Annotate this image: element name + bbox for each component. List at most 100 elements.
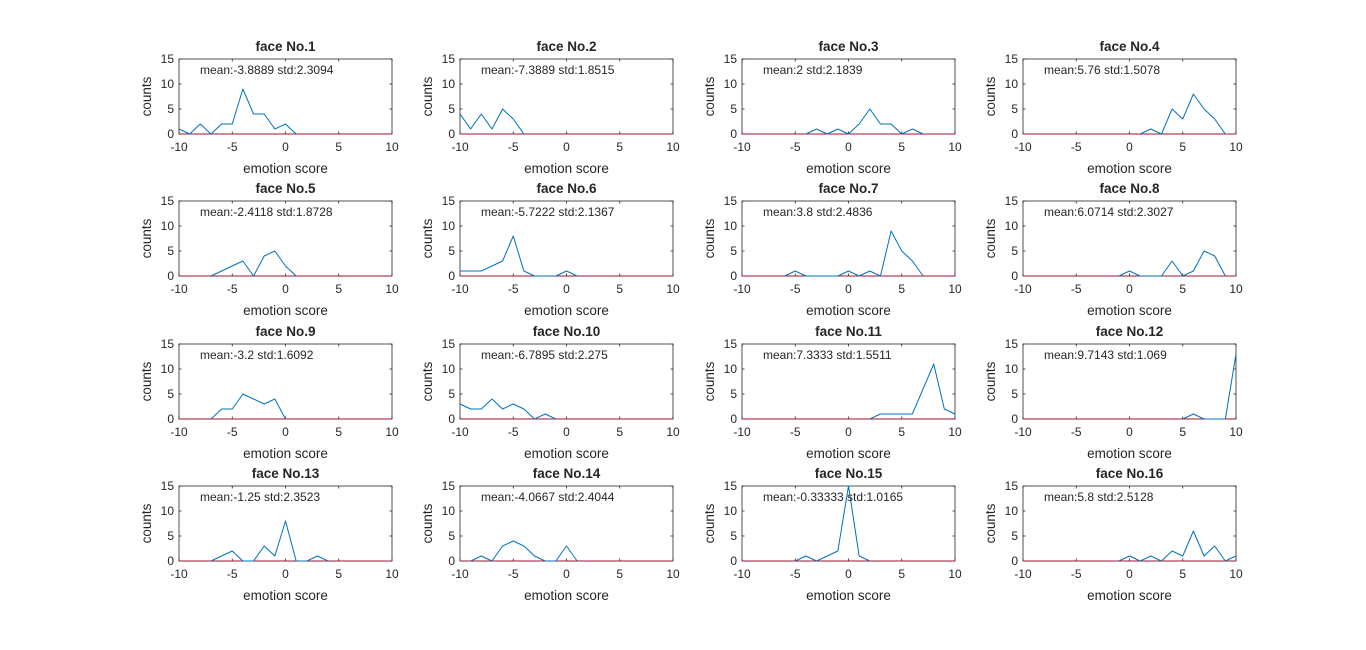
y-tick-label: 15 bbox=[724, 52, 738, 66]
x-tick-label: -5 bbox=[508, 140, 519, 154]
chart-title: face No.10 bbox=[533, 324, 601, 339]
x-tick-label: -10 bbox=[733, 425, 751, 439]
y-tick-label: 10 bbox=[724, 219, 738, 233]
y-axis-label: counts bbox=[139, 503, 154, 543]
y-tick-label: 5 bbox=[167, 102, 174, 116]
y-tick-label: 10 bbox=[442, 77, 456, 91]
x-tick-label: 10 bbox=[948, 282, 962, 296]
y-tick-label: 10 bbox=[1005, 77, 1019, 91]
stats-annotation: mean:-0.33333 std:1.0165 bbox=[763, 490, 903, 504]
x-tick-label: -5 bbox=[790, 140, 801, 154]
x-tick-label: 5 bbox=[1179, 282, 1186, 296]
chart-title: face No.11 bbox=[815, 324, 882, 339]
subplot-10: -10 -5 0 5 10 0 5 10 15 face No.10 emotion score co… bbox=[420, 324, 680, 461]
y-axis-label: counts bbox=[702, 218, 717, 258]
x-tick-label: -10 bbox=[170, 567, 188, 581]
chart-title: face No.2 bbox=[536, 39, 596, 54]
y-tick-label: 5 bbox=[1011, 244, 1018, 258]
series-line bbox=[460, 235, 578, 277]
subplot-16: -10 -5 0 5 10 0 5 10 15 face No.16 emotion score co… bbox=[983, 466, 1243, 603]
x-tick-label: 0 bbox=[563, 567, 570, 581]
x-tick-label: 0 bbox=[282, 140, 289, 154]
y-tick-label: 5 bbox=[730, 102, 737, 116]
x-tick-label: 0 bbox=[563, 425, 570, 439]
y-axis-label: counts bbox=[983, 76, 998, 116]
x-tick-label: 5 bbox=[335, 567, 342, 581]
y-tick-label: 10 bbox=[724, 362, 738, 376]
y-tick-label: 5 bbox=[730, 244, 737, 258]
x-tick-label: 0 bbox=[563, 140, 570, 154]
y-tick-label: 5 bbox=[730, 529, 737, 543]
y-tick-label: 15 bbox=[442, 194, 456, 208]
chart-title: face No.1 bbox=[255, 39, 316, 54]
x-tick-label: 10 bbox=[948, 140, 962, 154]
y-axis-label: counts bbox=[983, 218, 998, 258]
subplot-15: -10 -5 0 5 10 0 5 10 15 face No.15 emotion score co… bbox=[702, 466, 962, 603]
y-tick-label: 5 bbox=[448, 244, 455, 258]
x-axis-label: emotion score bbox=[243, 161, 328, 176]
x-tick-label: -10 bbox=[451, 425, 469, 439]
x-tick-label: 10 bbox=[1229, 282, 1243, 296]
series-line bbox=[869, 363, 956, 420]
x-axis-label: emotion score bbox=[243, 588, 328, 603]
x-tick-label: -5 bbox=[227, 567, 238, 581]
x-axis-label: emotion score bbox=[806, 161, 891, 176]
y-axis-label: counts bbox=[420, 76, 435, 116]
x-tick-label: 10 bbox=[666, 282, 680, 296]
series-line bbox=[470, 540, 578, 562]
x-tick-label: 0 bbox=[1126, 567, 1133, 581]
x-tick-label: -10 bbox=[170, 140, 188, 154]
y-tick-label: 15 bbox=[442, 337, 456, 351]
y-tick-label: 15 bbox=[442, 52, 456, 66]
series-line bbox=[210, 250, 297, 277]
y-tick-label: 10 bbox=[161, 362, 175, 376]
x-axis-label: emotion score bbox=[243, 446, 328, 461]
x-tick-label: -10 bbox=[733, 140, 751, 154]
y-tick-label: 0 bbox=[448, 554, 455, 568]
x-tick-label: 5 bbox=[898, 140, 905, 154]
x-tick-label: 0 bbox=[282, 425, 289, 439]
y-tick-label: 15 bbox=[1005, 52, 1019, 66]
y-tick-label: 5 bbox=[1011, 387, 1018, 401]
chart-title: face No.6 bbox=[536, 181, 597, 196]
y-tick-label: 5 bbox=[448, 387, 455, 401]
y-axis-label: counts bbox=[139, 218, 154, 258]
series-line bbox=[1182, 353, 1237, 420]
x-tick-label: -5 bbox=[227, 282, 238, 296]
subplot-12: -10 -5 0 5 10 0 5 10 15 face No.12 emotion score co… bbox=[983, 324, 1243, 461]
x-tick-label: 10 bbox=[666, 140, 680, 154]
y-tick-label: 15 bbox=[1005, 194, 1019, 208]
chart-title: face No.5 bbox=[255, 181, 316, 196]
y-axis-label: counts bbox=[983, 503, 998, 543]
stats-annotation: mean:3.8 std:2.4836 bbox=[763, 205, 873, 219]
x-axis-label: emotion score bbox=[524, 446, 609, 461]
y-axis-label: counts bbox=[702, 76, 717, 116]
x-tick-label: 10 bbox=[948, 567, 962, 581]
x-tick-label: 10 bbox=[948, 425, 962, 439]
subplot-8: -10 -5 0 5 10 0 5 10 15 face No.8 emotion score cou… bbox=[983, 181, 1243, 318]
x-tick-label: 10 bbox=[1229, 567, 1243, 581]
chart-title: face No.8 bbox=[1099, 181, 1160, 196]
x-axis-label: emotion score bbox=[806, 446, 891, 461]
y-tick-label: 10 bbox=[161, 219, 175, 233]
x-tick-label: -5 bbox=[790, 282, 801, 296]
x-tick-label: 10 bbox=[1229, 425, 1243, 439]
plot-area-frame bbox=[178, 200, 393, 277]
plot-area-frame bbox=[1022, 343, 1237, 420]
stats-annotation: mean:-6.7895 std:2.275 bbox=[481, 348, 608, 362]
y-axis-label: counts bbox=[702, 503, 717, 543]
plot-area-frame bbox=[459, 200, 674, 277]
x-tick-label: 0 bbox=[845, 425, 852, 439]
y-axis-label: counts bbox=[702, 361, 717, 401]
series-line bbox=[210, 393, 286, 420]
x-tick-label: 5 bbox=[898, 567, 905, 581]
x-tick-label: 10 bbox=[1229, 140, 1243, 154]
stats-annotation: mean:-1.25 std:2.3523 bbox=[200, 490, 320, 504]
series-line bbox=[784, 230, 924, 277]
x-tick-label: 10 bbox=[385, 282, 399, 296]
plot-area-frame bbox=[741, 200, 956, 277]
chart-title: face No.15 bbox=[815, 466, 883, 481]
x-tick-label: -5 bbox=[1071, 140, 1082, 154]
y-tick-label: 10 bbox=[724, 504, 738, 518]
